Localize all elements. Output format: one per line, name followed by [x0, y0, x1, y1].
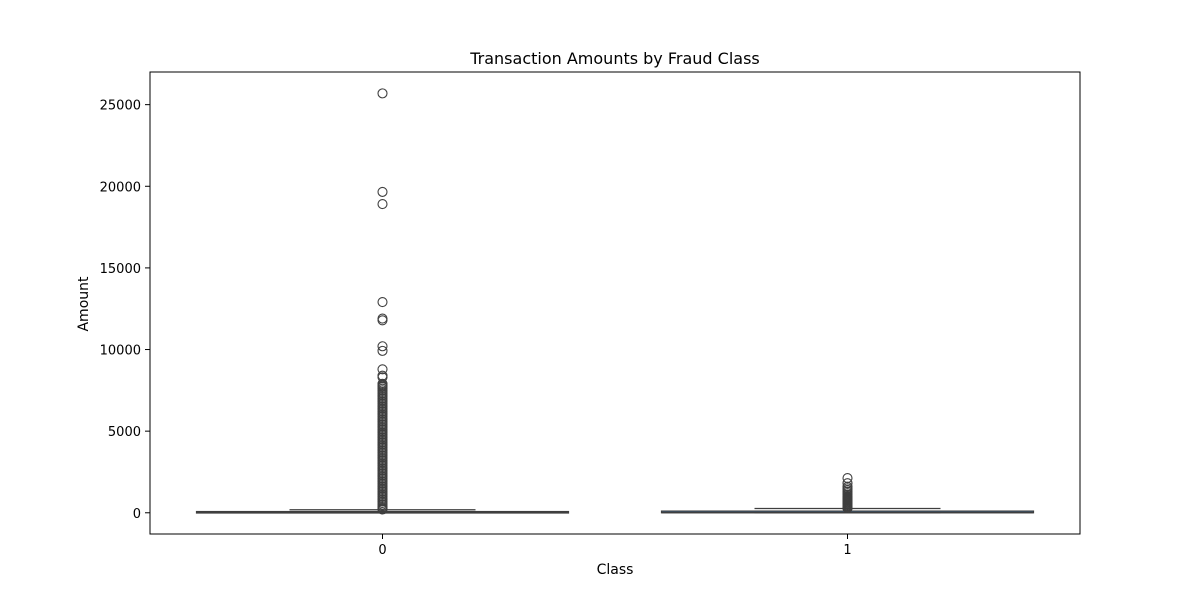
y-axis-label: Amount [76, 276, 92, 332]
outlier-point [377, 341, 388, 352]
outlier-point [377, 315, 388, 326]
y-tick-label: 5000 [108, 425, 141, 440]
y-tick-label: 25000 [100, 99, 141, 114]
plot-frame [149, 71, 1081, 535]
outlier-point [377, 199, 388, 210]
outlier-point [377, 504, 388, 515]
y-tick-label: 15000 [100, 262, 141, 277]
x-tick-label: 0 [378, 543, 386, 558]
outlier-point [377, 364, 388, 375]
outlier-point [842, 473, 853, 484]
y-tick-label: 0 [133, 507, 141, 522]
y-tick-label: 10000 [100, 344, 141, 359]
chart-title: Transaction Amounts by Fraud Class [469, 49, 760, 68]
outlier-point [377, 345, 388, 356]
outlier-point [842, 503, 853, 514]
x-axis-label: Class [597, 562, 634, 578]
outlier-point [842, 478, 853, 489]
y-tick-label: 20000 [100, 180, 141, 195]
outlier-point [377, 88, 388, 99]
x-tick-label: 1 [843, 543, 851, 558]
outlier-point [377, 296, 388, 308]
plot-area: 0 5000 10000 15000 20000 25000 0 1 [100, 71, 1081, 558]
outlier-point [377, 186, 388, 197]
